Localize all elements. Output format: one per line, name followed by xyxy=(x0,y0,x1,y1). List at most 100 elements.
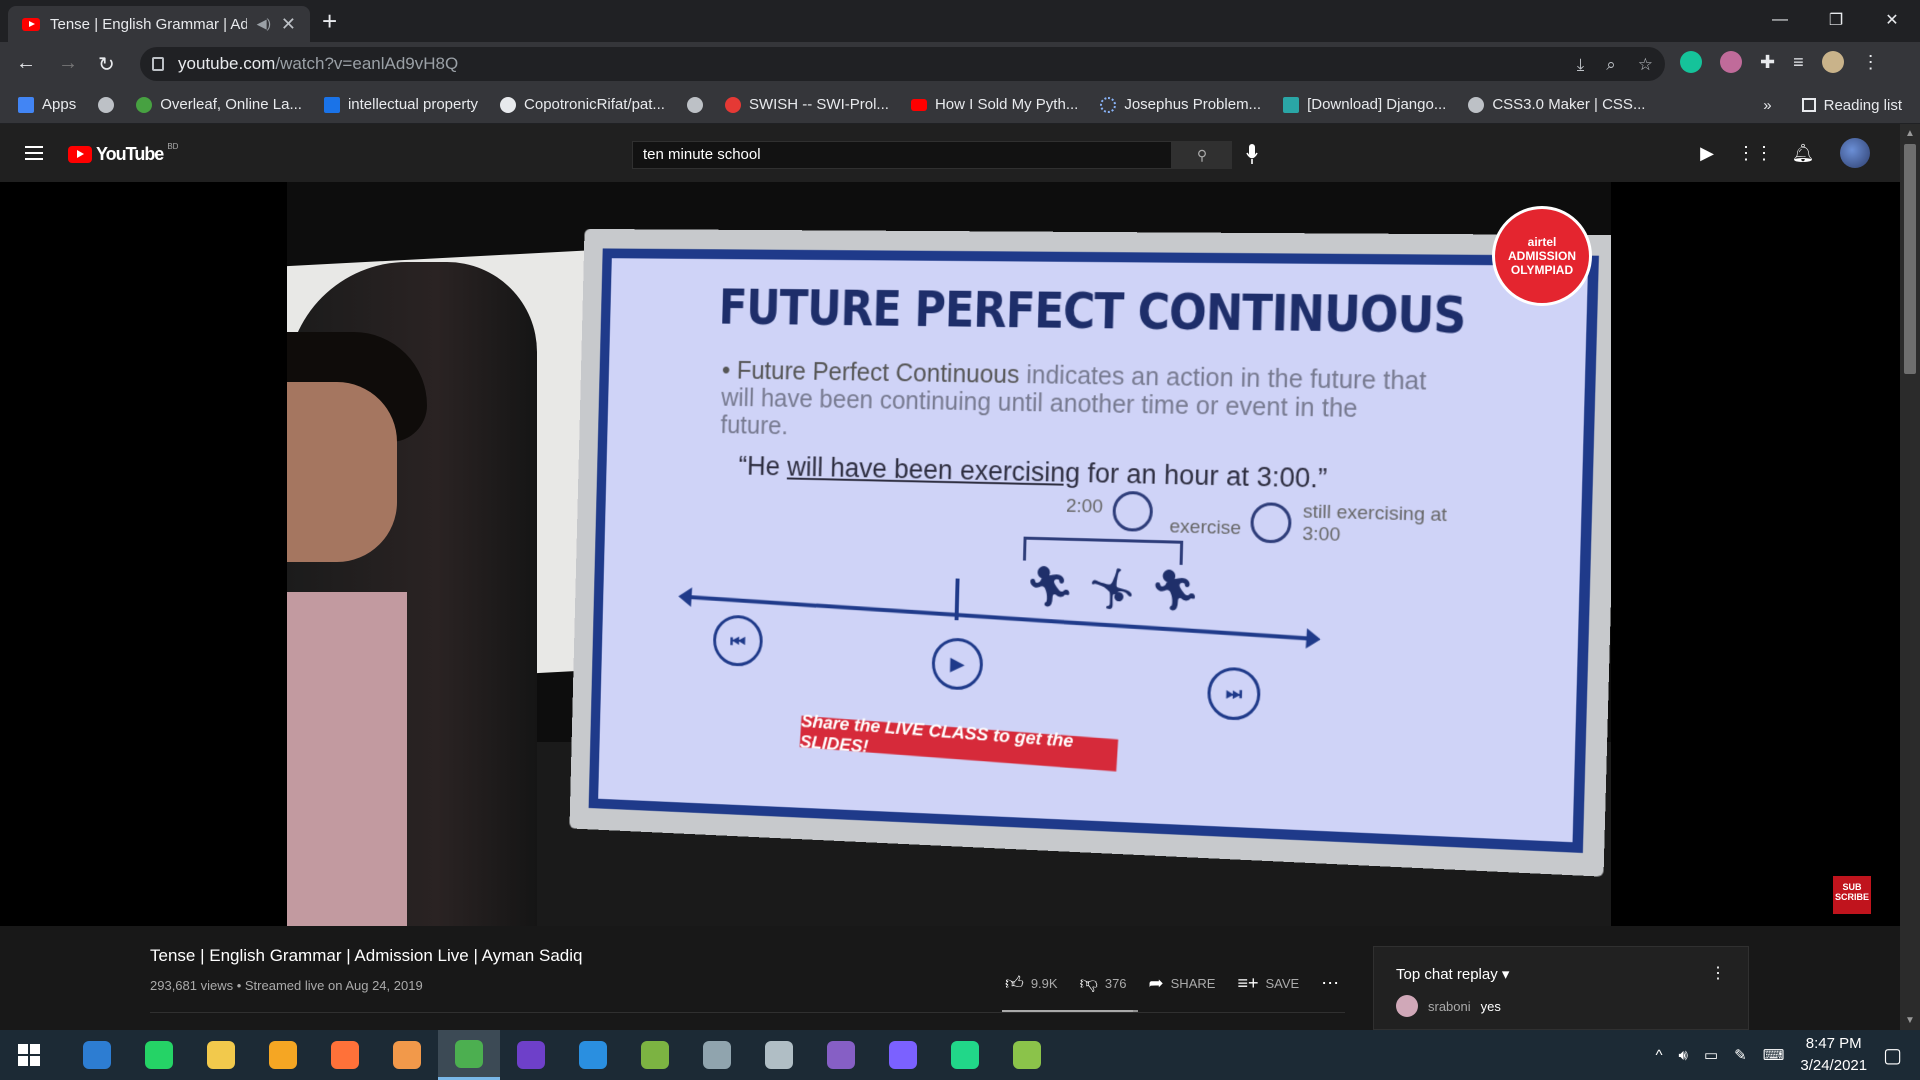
bookmark-apps[interactable]: Apps xyxy=(18,96,76,113)
taskbar-pycharm[interactable] xyxy=(934,1030,996,1080)
taskbar-app-4[interactable] xyxy=(252,1030,314,1080)
bookmarks-overflow-button[interactable]: » xyxy=(1763,97,1771,114)
restore-button[interactable]: ❐ xyxy=(1808,0,1864,40)
taskbar-firefox[interactable] xyxy=(314,1030,376,1080)
chat-author: sraboni xyxy=(1428,999,1471,1014)
forward-arrow-icon[interactable]: → xyxy=(58,52,78,75)
taskbar-whatsapp-icon xyxy=(145,1041,173,1069)
hamburger-menu-icon[interactable] xyxy=(25,146,43,160)
live-chat-replay: Top chat replay ▾ ⋮ sraboni yes xyxy=(1373,946,1749,1030)
bookmark-star-icon[interactable]: ☆ xyxy=(1638,55,1653,75)
chrome-menu-icon[interactable]: ⋮ xyxy=(1862,52,1880,73)
notifications-bell-icon[interactable]: 🔔︎ xyxy=(1792,142,1814,164)
pen-icon[interactable]: ✎ xyxy=(1734,1046,1747,1064)
section-divider xyxy=(150,1012,1345,1013)
browser-toolbar: ← → ↻ youtube.com/watch?v=eanlAd9vH8Q ⤓ … xyxy=(0,42,1920,86)
account-avatar[interactable] xyxy=(1840,138,1870,168)
browser-tab-active[interactable]: Tense | English Grammar | Ad ◀) ✕ xyxy=(8,6,310,42)
microphone-icon[interactable] xyxy=(1246,143,1258,167)
subscribe-watermark[interactable]: SUB SCRIBE xyxy=(1833,876,1871,914)
loading-icon xyxy=(1100,97,1116,113)
scrollbar-thumb[interactable] xyxy=(1904,144,1916,374)
install-app-icon[interactable]: ⤓ xyxy=(1577,55,1585,75)
network-icon[interactable]: ▭ xyxy=(1704,1046,1718,1064)
volume-icon[interactable]: 🔊︎ xyxy=(1678,1047,1687,1064)
share-button[interactable]: ➦ SHARE xyxy=(1149,973,1216,994)
bookmark-globe-1[interactable] xyxy=(98,97,114,113)
youtube-search-input[interactable]: ten minute school xyxy=(632,141,1172,169)
tab-title: Tense | English Grammar | Ad xyxy=(50,16,247,33)
slide-definition: • Future Perfect Continuous indicates an… xyxy=(720,357,1438,453)
apps-grid-icon xyxy=(18,97,34,113)
bookmark-globe-2[interactable] xyxy=(687,97,703,113)
slide-example-quote: “He will have been exercising for an hou… xyxy=(738,451,1328,495)
address-bar[interactable]: youtube.com/watch?v=eanlAd9vH8Q ⤓ ⌕ ☆ xyxy=(140,47,1665,81)
taskbar-app-12[interactable] xyxy=(748,1030,810,1080)
close-window-button[interactable]: ✕ xyxy=(1864,0,1920,40)
extension-icon[interactable] xyxy=(1720,51,1742,73)
close-tab-icon[interactable]: ✕ xyxy=(281,14,296,35)
video-player[interactable]: FUTURE PERFECT CONTINUOUS • Future Perfe… xyxy=(287,182,1611,926)
back-arrow-icon[interactable]: ← xyxy=(16,52,36,75)
reload-icon[interactable]: ↻ xyxy=(98,52,115,77)
bookmark-django[interactable]: [Download] Django... xyxy=(1283,96,1446,113)
taskbar-github-desktop[interactable] xyxy=(500,1030,562,1080)
puzzle-extensions-icon[interactable]: ✚ xyxy=(1760,52,1775,73)
page-scrollbar[interactable]: ▲ ▼ xyxy=(1900,124,1920,1030)
more-actions-button[interactable]: ⋯ xyxy=(1321,973,1339,994)
youtube-header: YouTube BD ten minute school ⚲ ▶ ⋮⋮ 🔔︎ xyxy=(0,124,1900,182)
taskbar-app-6[interactable] xyxy=(376,1030,438,1080)
taskbar-apps xyxy=(66,1030,1058,1080)
chat-mode-dropdown[interactable]: Top chat replay ▾ xyxy=(1396,965,1509,983)
like-button[interactable]: 👍︎ 9.9K xyxy=(1005,972,1058,994)
bookmark-github[interactable]: CopotronicRifat/pat... xyxy=(500,96,665,113)
keyboard-icon[interactable]: ⌨ xyxy=(1763,1046,1785,1064)
windows-start-icon[interactable] xyxy=(18,1044,40,1066)
apps-grid-icon[interactable]: ⋮⋮ xyxy=(1744,142,1766,164)
taskbar-app-10[interactable] xyxy=(624,1030,686,1080)
taskbar-app-16[interactable] xyxy=(996,1030,1058,1080)
taskbar-chrome[interactable] xyxy=(438,1030,500,1080)
notifications-icon[interactable]: ▢ xyxy=(1883,1043,1902,1068)
taskbar-vscode[interactable] xyxy=(562,1030,624,1080)
bookmark-intellectual-property[interactable]: intellectual property xyxy=(324,96,478,113)
taskbar-visual-studio[interactable] xyxy=(810,1030,872,1080)
admission-olympiad-badge: airtel ADMISSION OLYMPIAD xyxy=(1492,206,1592,306)
media-queue-icon[interactable]: ≡ xyxy=(1793,52,1804,73)
dislike-button[interactable]: 👎︎ 376 xyxy=(1080,972,1127,994)
windows-taskbar: ^ 🔊︎ ▭ ✎ ⌨ 8:47 PM 3/24/2021 ▢ xyxy=(0,1030,1920,1080)
taskbar-app-11-icon xyxy=(703,1041,731,1069)
taskbar-messenger[interactable] xyxy=(872,1030,934,1080)
next-icon: ⏭ xyxy=(1207,667,1261,721)
create-video-icon[interactable]: ▶ xyxy=(1696,142,1718,164)
scroll-down-icon[interactable]: ▼ xyxy=(1905,1015,1915,1026)
search-button[interactable]: ⚲ xyxy=(1172,141,1232,169)
new-tab-button[interactable]: + xyxy=(322,6,337,37)
taskbar-app-1[interactable] xyxy=(66,1030,128,1080)
zoom-icon[interactable]: ⌕ xyxy=(1606,55,1616,75)
minimize-button[interactable]: — xyxy=(1752,0,1808,40)
save-button[interactable]: ≡+ SAVE xyxy=(1237,973,1299,994)
grammarly-icon[interactable] xyxy=(1680,51,1702,73)
lock-icon xyxy=(152,57,164,71)
scroll-up-icon[interactable]: ▲ xyxy=(1905,128,1915,139)
overleaf-icon xyxy=(136,97,152,113)
bookmark-overleaf[interactable]: Overleaf, Online La... xyxy=(136,96,302,113)
profile-avatar[interactable] xyxy=(1822,51,1844,73)
reading-list-button[interactable]: Reading list xyxy=(1802,97,1902,114)
youtube-logo[interactable]: YouTube BD xyxy=(68,144,178,165)
bookmarks-bar: Apps Overleaf, Online La... intellectual… xyxy=(0,86,1920,124)
monitor-screen: FUTURE PERFECT CONTINUOUS • Future Perfe… xyxy=(589,248,1599,853)
video-title: Tense | English Grammar | Admission Live… xyxy=(150,946,582,966)
taskbar-whatsapp[interactable] xyxy=(128,1030,190,1080)
bookmark-youtube[interactable]: How I Sold My Pyth... xyxy=(911,96,1078,113)
system-clock[interactable]: 8:47 PM 3/24/2021 xyxy=(1800,1033,1867,1077)
chat-more-icon[interactable]: ⋮ xyxy=(1710,963,1726,983)
taskbar-file-explorer[interactable] xyxy=(190,1030,252,1080)
bookmark-josephus[interactable]: Josephus Problem... xyxy=(1100,96,1261,113)
bookmark-css-maker[interactable]: CSS3.0 Maker | CSS... xyxy=(1468,96,1645,113)
tray-chevron-up-icon[interactable]: ^ xyxy=(1655,1047,1662,1064)
bookmark-swish[interactable]: SWISH -- SWI-Prol... xyxy=(725,96,889,113)
taskbar-app-11[interactable] xyxy=(686,1030,748,1080)
taskbar-app-1-icon xyxy=(83,1041,111,1069)
